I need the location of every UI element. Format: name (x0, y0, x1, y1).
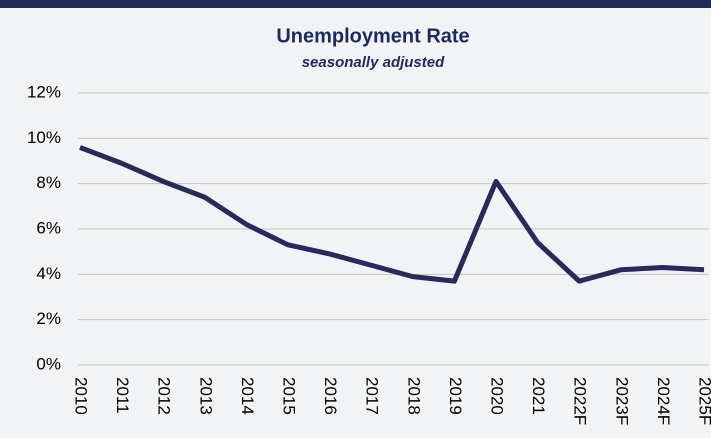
x-tick-label: 2023F (612, 377, 631, 425)
x-tick-label: 2020 (488, 377, 507, 415)
y-tick-label: 6% (36, 218, 61, 237)
x-tick-label: 2024F (654, 377, 673, 425)
x-tick-label: 2018 (404, 377, 423, 415)
chart-subtitle: seasonally adjusted (302, 54, 445, 71)
x-tick-label: 2012 (155, 377, 174, 415)
line (79, 145, 705, 284)
x-tick-label: 2025F (696, 377, 711, 425)
y-tick-label: 0% (36, 354, 61, 373)
y-tick-label: 2% (36, 309, 61, 328)
x-tick-label: 2011 (113, 377, 132, 414)
chart-title: Unemployment Rate (276, 25, 469, 47)
y-tick-label: 4% (36, 264, 61, 283)
x-tick-label: 2022F (571, 377, 590, 425)
x-tick-label: 2016 (321, 377, 340, 415)
x-tick-label: 2014 (238, 377, 257, 415)
x-tick-label: 2017 (363, 377, 382, 415)
x-tick-label: 2019 (446, 377, 465, 415)
y-tick-label: 10% (27, 128, 61, 147)
y-tick-label: 12% (27, 82, 61, 101)
y-tick-label: 8% (36, 173, 61, 192)
x-tick-label: 2013 (196, 377, 215, 415)
top-bar (0, 0, 711, 8)
x-tick-label: 2010 (72, 377, 91, 415)
x-tick-label: 2015 (280, 377, 299, 415)
x-tick-label: 2021 (529, 377, 548, 415)
